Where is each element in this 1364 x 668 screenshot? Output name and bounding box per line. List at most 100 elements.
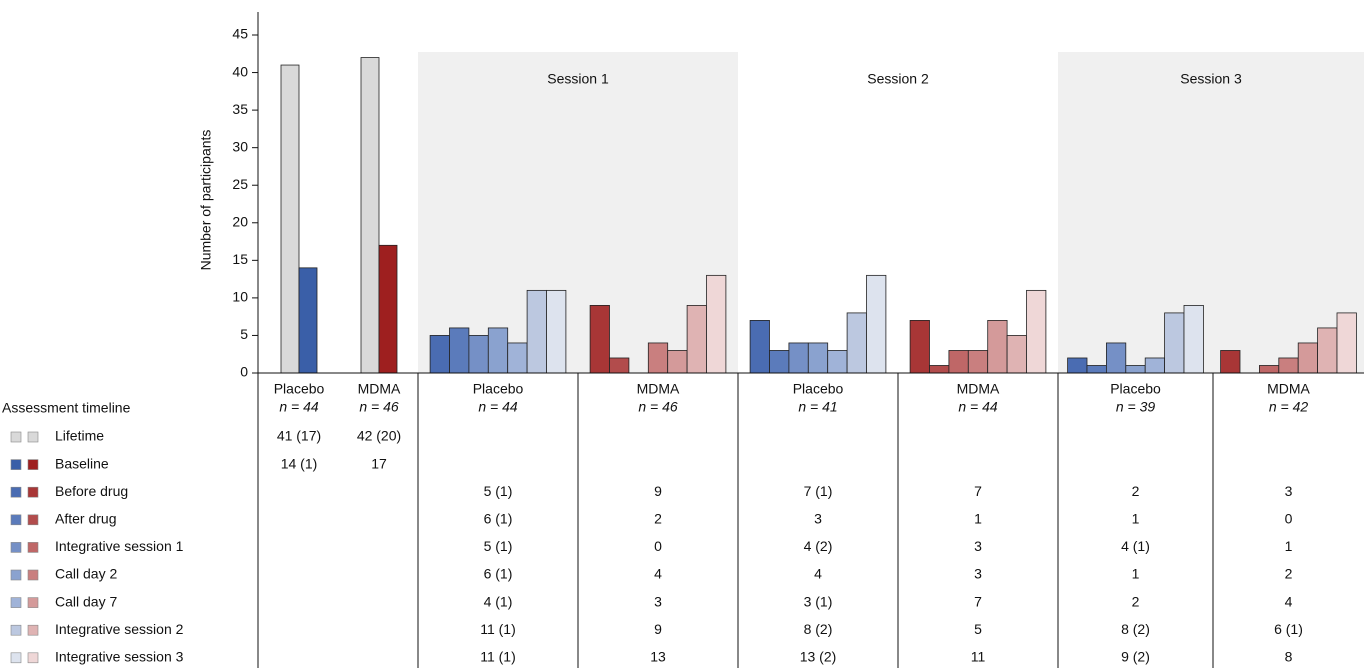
table-cell: 3 [654, 593, 662, 609]
table-cell: 42 (20) [357, 428, 401, 444]
bar [686, 304, 707, 374]
table-cell: 5 (1) [484, 538, 513, 554]
table-cell: 8 (2) [1121, 621, 1150, 637]
bar [788, 342, 809, 374]
bar [298, 267, 318, 374]
legend-swatch [27, 514, 39, 526]
legend-swatch [10, 486, 22, 498]
legend-swatch [27, 431, 39, 443]
table-cell: 3 [1285, 483, 1293, 499]
table-cell: 1 [1132, 566, 1140, 582]
group-n: n = 44 [478, 399, 518, 415]
bar [749, 320, 770, 374]
bar [1067, 357, 1088, 374]
bar [280, 64, 300, 374]
y-tick-label: 40 [232, 63, 248, 79]
group-n: n = 46 [638, 399, 678, 415]
y-axis-label: Number of participants [198, 130, 214, 271]
bar [846, 312, 867, 374]
table-cell: 2 [654, 511, 662, 527]
table-cell: 5 (1) [484, 483, 513, 499]
bar [378, 244, 398, 374]
table-cell: 2 [1132, 483, 1140, 499]
legend-swatch [10, 431, 22, 443]
legend-swatch [10, 459, 22, 470]
legend-label: Call day 7 [55, 593, 117, 609]
table-cell: 17 [371, 455, 387, 471]
table-cell: 4 [654, 566, 662, 582]
table-cell: 4 (2) [804, 538, 833, 554]
table-cell: 6 (1) [484, 566, 513, 582]
session-background [1058, 52, 1364, 373]
table-cell: 9 (2) [1121, 649, 1150, 665]
table-cell: 3 [974, 566, 982, 582]
bar [769, 350, 790, 374]
y-tick-label: 0 [240, 364, 248, 380]
table-cell: 0 [654, 538, 662, 554]
legend-label: Before drug [55, 483, 128, 499]
bar [948, 350, 969, 374]
y-tick-label: 5 [240, 326, 248, 342]
group-n: n = 42 [1269, 399, 1309, 415]
bar [827, 350, 848, 374]
bar [987, 320, 1008, 374]
table-cell: 1 [974, 511, 982, 527]
legend-title: Assessment timeline [2, 400, 131, 416]
table-cell: 41 (17) [277, 428, 321, 444]
legend-swatch [10, 652, 22, 664]
table-cell: 6 (1) [484, 511, 513, 527]
table-cell: 8 [1285, 649, 1293, 665]
bar [1220, 350, 1241, 374]
legend-swatch [27, 597, 39, 608]
bar [449, 327, 470, 374]
legend-swatch [27, 459, 39, 470]
group-label: Placebo [793, 381, 844, 397]
group-label: Placebo [473, 381, 524, 397]
y-tick-label: 45 [232, 26, 248, 42]
bar [1278, 357, 1299, 374]
table-cell: 2 [1285, 566, 1293, 582]
legend-swatch [10, 514, 22, 526]
legend-label: Call day 2 [55, 566, 117, 582]
bar [1106, 342, 1127, 374]
bar [667, 350, 688, 374]
table-cell: 4 [1285, 593, 1293, 609]
table-cell: 11 (1) [480, 649, 516, 665]
legend-label: Integrative session 3 [55, 649, 184, 665]
table-cell: 9 [654, 483, 662, 499]
table-cell: 7 [974, 483, 982, 499]
session-title: Session 3 [1180, 71, 1242, 87]
table-cell: 4 (1) [484, 593, 513, 609]
legend-swatch [10, 542, 22, 553]
bar [609, 357, 630, 374]
bar [1336, 312, 1357, 374]
group-label: MDMA [637, 381, 680, 397]
legend-swatch [10, 624, 22, 636]
table-cell: 9 [654, 621, 662, 637]
legend-label: Baseline [55, 455, 109, 471]
bar [589, 304, 610, 374]
session-title: Session 1 [547, 71, 609, 87]
legend-swatch [10, 569, 22, 581]
y-tick-label: 30 [232, 138, 248, 154]
session-title: Session 2 [867, 71, 929, 87]
table-cell: 4 [814, 566, 822, 582]
legend-label: Integrative session 1 [55, 538, 184, 554]
legend-label: Lifetime [55, 428, 104, 444]
table-cell: 8 (2) [804, 621, 833, 637]
group-n: n = 46 [359, 399, 399, 415]
legend-swatch [27, 569, 39, 581]
bar [967, 350, 989, 374]
bar [647, 342, 669, 374]
group-n: n = 39 [1116, 399, 1156, 415]
table-cell: 3 [974, 538, 982, 554]
legend-label: Integrative session 2 [55, 621, 184, 637]
session-background [418, 52, 738, 373]
bar [507, 342, 528, 374]
y-tick-label: 10 [232, 289, 248, 305]
bar [1026, 289, 1047, 374]
group-label: MDMA [358, 381, 401, 397]
group-label: Placebo [1110, 381, 1161, 397]
table-cell: 13 (2) [800, 649, 837, 665]
